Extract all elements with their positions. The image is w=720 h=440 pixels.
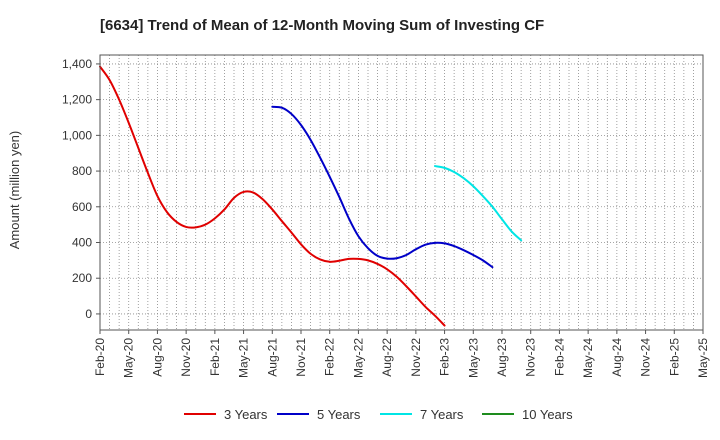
- x-tick-label: Nov-22: [409, 338, 423, 377]
- y-tick-label: 1,000: [62, 128, 92, 142]
- legend-label-5-years: 5 Years: [317, 407, 361, 422]
- series-lines: [99, 65, 523, 327]
- series-line-7-years: [434, 165, 523, 242]
- x-tick-label: Aug-21: [265, 338, 279, 377]
- x-tick-label: May-23: [466, 338, 480, 378]
- chart-title: [6634] Trend of Mean of 12-Month Moving …: [100, 17, 544, 34]
- y-tick-label: 800: [72, 164, 92, 178]
- x-tick-label: Nov-20: [179, 338, 193, 377]
- x-tick-label: May-24: [581, 338, 595, 378]
- x-tick-label: May-20: [122, 338, 136, 378]
- x-axis-ticks: Feb-20 May-20 Aug-20 Nov-20 Feb-21 May-21 Aug-…: [93, 330, 710, 378]
- x-tick-label: Feb-20: [93, 338, 107, 376]
- x-tick-label: Feb-24: [552, 338, 566, 376]
- legend-label-3-years: 3 Years: [224, 407, 268, 422]
- x-tick-label: Aug-23: [495, 338, 509, 377]
- x-tick-label: Feb-25: [667, 338, 681, 376]
- x-tick-label: Aug-20: [150, 338, 164, 377]
- y-tick-label: 600: [72, 200, 92, 214]
- y-tick-label: 0: [85, 307, 92, 321]
- y-tick-label: 200: [72, 271, 92, 285]
- x-tick-label: Nov-23: [524, 338, 538, 377]
- x-tick-label: May-25: [696, 338, 710, 378]
- y-tick-label: 1,400: [62, 57, 92, 71]
- x-tick-label: Nov-24: [639, 338, 653, 377]
- legend-label-10-years: 10 Years: [522, 407, 573, 422]
- y-axis-label: Amount (million yen): [7, 131, 22, 250]
- x-tick-label: Nov-21: [294, 338, 308, 377]
- x-tick-label: May-21: [237, 338, 251, 378]
- x-tick-label: May-22: [351, 338, 365, 378]
- x-tick-label: Aug-22: [380, 338, 394, 377]
- y-tick-label: 1,200: [62, 93, 92, 107]
- y-tick-label: 400: [72, 236, 92, 250]
- x-tick-label: Feb-23: [438, 338, 452, 376]
- grid: [99, 55, 704, 330]
- legend: 3 Years 5 Years 7 Years 10 Years: [184, 407, 573, 422]
- x-tick-label: Feb-21: [208, 338, 222, 376]
- y-axis-ticks: 0 200 400 600 800 1,000 1,200 1,400: [62, 57, 100, 321]
- x-tick-label: Feb-22: [323, 338, 337, 376]
- series-line-3-years: [99, 65, 446, 327]
- series-line-5-years: [271, 105, 494, 269]
- legend-label-7-years: 7 Years: [420, 407, 464, 422]
- x-tick-label: Aug-24: [610, 338, 624, 377]
- plot-area: [99, 54, 704, 331]
